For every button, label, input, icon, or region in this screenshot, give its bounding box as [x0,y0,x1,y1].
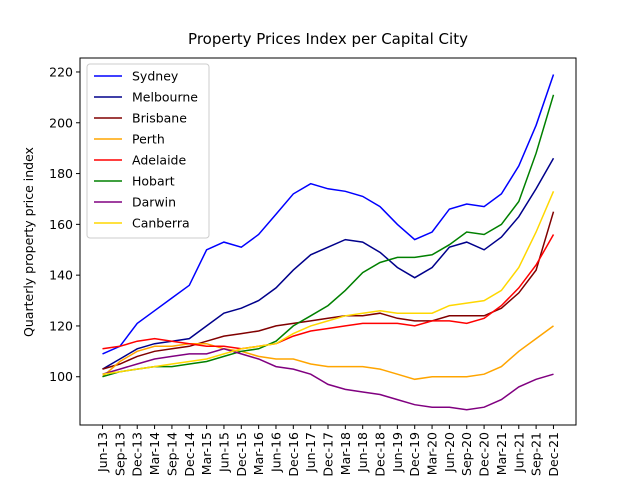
series-line [102,234,555,350]
x-tick-label: Mar-15 [199,432,214,475]
x-tick-label: Jun-15 [216,432,231,473]
legend-box [86,63,210,239]
x-tick-label: Mar-21 [494,432,509,475]
x-tick-label: Dec-20 [477,432,492,477]
x-tick-label: Jun-21 [511,432,526,473]
x-tick-label: Dec-17 [321,432,336,477]
series-line [102,348,554,411]
series-line [102,94,555,378]
x-tick-label: Sep-20 [459,432,474,476]
y-tick-label: 120 [49,318,73,333]
legend-label: Adelaide [132,153,186,168]
legend-label: Perth [132,132,165,147]
x-tick-label: Jun-17 [303,432,318,473]
series-line [102,211,555,370]
series-line [102,157,555,370]
y-tick-label: 200 [49,115,73,130]
series-line [102,191,555,375]
x-tick-label: Dec-15 [234,432,249,477]
x-tick-label: Mar-18 [338,432,353,475]
x-tick-label: Mar-20 [425,432,440,475]
y-tick-label: 220 [49,64,73,79]
x-tick-label: Dec-18 [373,432,388,477]
x-tick-label: Jun-20 [442,432,457,473]
x-tick-label: Dec-21 [546,432,561,477]
x-tick-label: Jun-19 [390,432,405,473]
x-tick-label: Dec-14 [182,432,197,477]
x-tick-label: Jun-16 [268,432,283,473]
legend-label: Darwin [132,195,176,210]
legend-label: Sydney [132,69,179,84]
x-tick-label: Dec-13 [130,432,145,477]
legend-label: Brisbane [132,111,187,126]
y-tick-label: 140 [49,268,73,283]
x-tick-label: Mar-14 [147,432,162,475]
chart-title: Property Prices Index per Capital City [188,30,468,48]
legend-label: Hobart [132,174,175,189]
y-tick-label: 160 [49,217,73,232]
x-tick-label: Mar-16 [251,432,266,475]
y-tick-label: 100 [49,369,73,384]
series-line [102,325,554,381]
y-tick-label: 180 [49,166,73,181]
x-tick-label: Sep-13 [112,432,127,476]
legend-label: Canberra [132,216,190,231]
legend-label: Melbourne [132,90,198,105]
x-tick-label: Sep-21 [529,432,544,476]
series-line [102,74,555,355]
x-tick-label: Sep-14 [164,432,179,476]
x-tick-label: Jun-13 [95,432,110,473]
y-axis-label: Quarterly property price index [21,147,36,337]
x-tick-label: Dec-19 [407,432,422,477]
x-tick-label: Jun-18 [355,432,370,473]
x-tick-label: Dec-16 [286,432,301,477]
